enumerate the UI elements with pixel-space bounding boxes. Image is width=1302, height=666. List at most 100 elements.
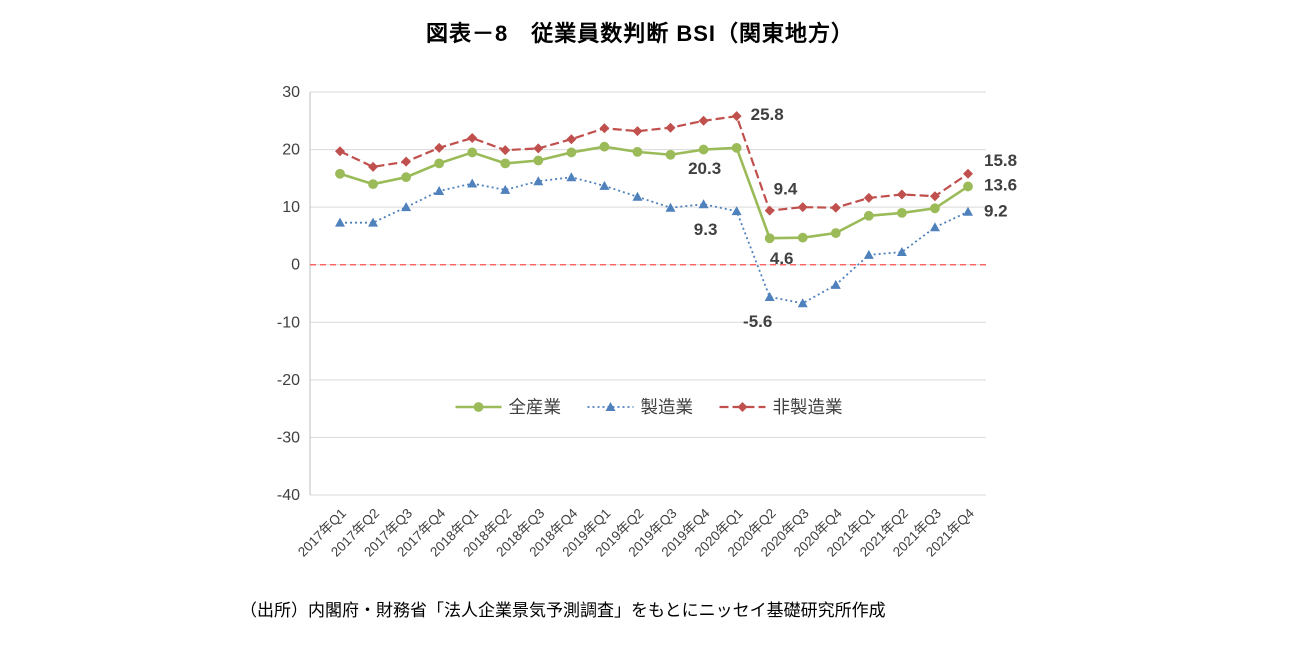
legend: 全産業 製造業 非製造業 [455,397,843,417]
data-point-marker [434,142,445,153]
data-point-marker [401,172,412,183]
data-point-marker [863,249,874,259]
chart-title: 図表－8 従業員数判断 BSI（関東地方） [425,21,855,46]
data-point-marker [401,202,412,212]
data-label: 9.2 [984,202,1008,221]
data-point-marker [632,126,643,137]
data-point-marker [929,222,940,232]
data-label: 4.6 [770,249,794,268]
data-point-marker [368,217,379,227]
data-point-marker [963,168,973,179]
data-point-marker [896,189,907,200]
data-point-marker [830,228,841,238]
y-axis-tick-labels: 30 20 10 0 -10 -20 -30 -40 [277,84,300,504]
data-point-marker [863,192,874,203]
data-point-marker [698,199,709,209]
data-point-marker [929,191,940,202]
series-line [340,176,969,305]
data-point-marker [368,179,378,190]
series-製造業 [335,172,973,308]
data-point-marker [963,206,973,216]
data-point-marker [434,158,445,169]
data-label: 15.8 [984,151,1017,170]
data-point-marker [467,178,478,188]
bsi-line-chart: 30 20 10 0 -10 -20 -30 -402017年Q12017年Q22017年Q3… [277,84,1017,560]
data-point-marker [930,203,940,214]
data-point-marker [764,291,775,301]
data-point-marker [566,134,577,145]
data-point-marker [797,232,808,243]
legend-item-製造業: 製造業 [587,397,694,417]
data-point-marker [467,147,478,158]
data-point-marker [698,144,709,155]
y-tick-label: -40 [277,487,300,504]
series-全産業 [335,141,973,244]
data-point-marker [896,208,907,218]
data-point-marker [473,402,484,412]
data-point-marker [963,181,973,192]
data-point-marker [764,233,775,244]
y-tick-label: 0 [291,257,300,274]
data-label: 9.4 [774,180,798,199]
series-非製造業 [335,111,973,216]
data-point-marker [737,402,748,412]
data-point-marker [896,247,907,257]
data-point-marker [665,202,676,212]
y-tick-label: -20 [277,372,300,389]
legend-label: 製造業 [641,397,694,417]
y-tick-label: -10 [277,314,300,331]
data-point-marker [698,115,709,126]
data-label: 20.3 [688,159,721,178]
data-point-marker [401,156,412,167]
legend-label: 非製造業 [773,397,843,417]
data-point-marker [731,111,742,122]
data-point-marker [566,172,577,182]
legend-item-全産業: 全産業 [455,397,562,417]
data-point-marker [830,279,841,289]
data-point-marker [830,202,841,213]
data-point-marker [533,143,544,154]
data-point-marker [632,146,643,157]
data-point-marker [533,155,544,166]
legend-item-非製造業: 非製造業 [719,397,843,417]
y-tick-label: -30 [277,429,300,446]
data-label: 9.3 [694,220,718,239]
data-point-marker [467,133,478,144]
data-point-marker [599,123,610,134]
data-point-marker [566,147,577,158]
data-point-marker [764,205,775,216]
source-note: （出所）内閣府・財務省「法人企業景気予測調査」をもとにニッセイ基礎研究所作成 [240,601,886,620]
x-axis-tick-labels: 2017年Q12017年Q22017年Q32017年Q42018年Q12018年… [295,505,977,559]
data-point-marker [335,168,345,179]
data-point-marker [665,149,676,160]
data-point-marker [599,141,610,152]
legend-label: 全産業 [509,397,562,417]
data-point-marker [335,146,345,157]
data-label: -5.6 [743,312,772,331]
y-tick-label: 10 [282,199,300,216]
data-label: 25.8 [751,105,784,124]
data-point-marker [731,206,742,216]
y-tick-label: 30 [282,84,300,101]
series-line [339,145,969,240]
data-point-marker [797,202,808,213]
data-point-marker [368,161,379,172]
series-line [339,114,969,212]
data-point-marker [500,184,511,194]
data-point-marker [632,191,643,201]
data-point-marker [500,145,511,156]
data-point-marker [731,142,742,153]
data-point-marker [335,217,345,227]
data-point-marker [797,298,808,308]
data-point-marker [533,176,544,186]
data-point-marker [605,402,616,411]
data-point-marker [434,186,445,196]
data-point-marker [599,180,610,190]
data-label: 13.6 [984,175,1017,194]
data-point-marker [665,122,676,133]
data-point-marker [500,158,511,169]
y-tick-label: 20 [282,142,300,159]
data-point-marker [863,210,874,221]
data-labels: 25.8 20.3 9.4 9.3 4.6 -5.6 15.8 13.6 9.2 [688,105,1017,331]
